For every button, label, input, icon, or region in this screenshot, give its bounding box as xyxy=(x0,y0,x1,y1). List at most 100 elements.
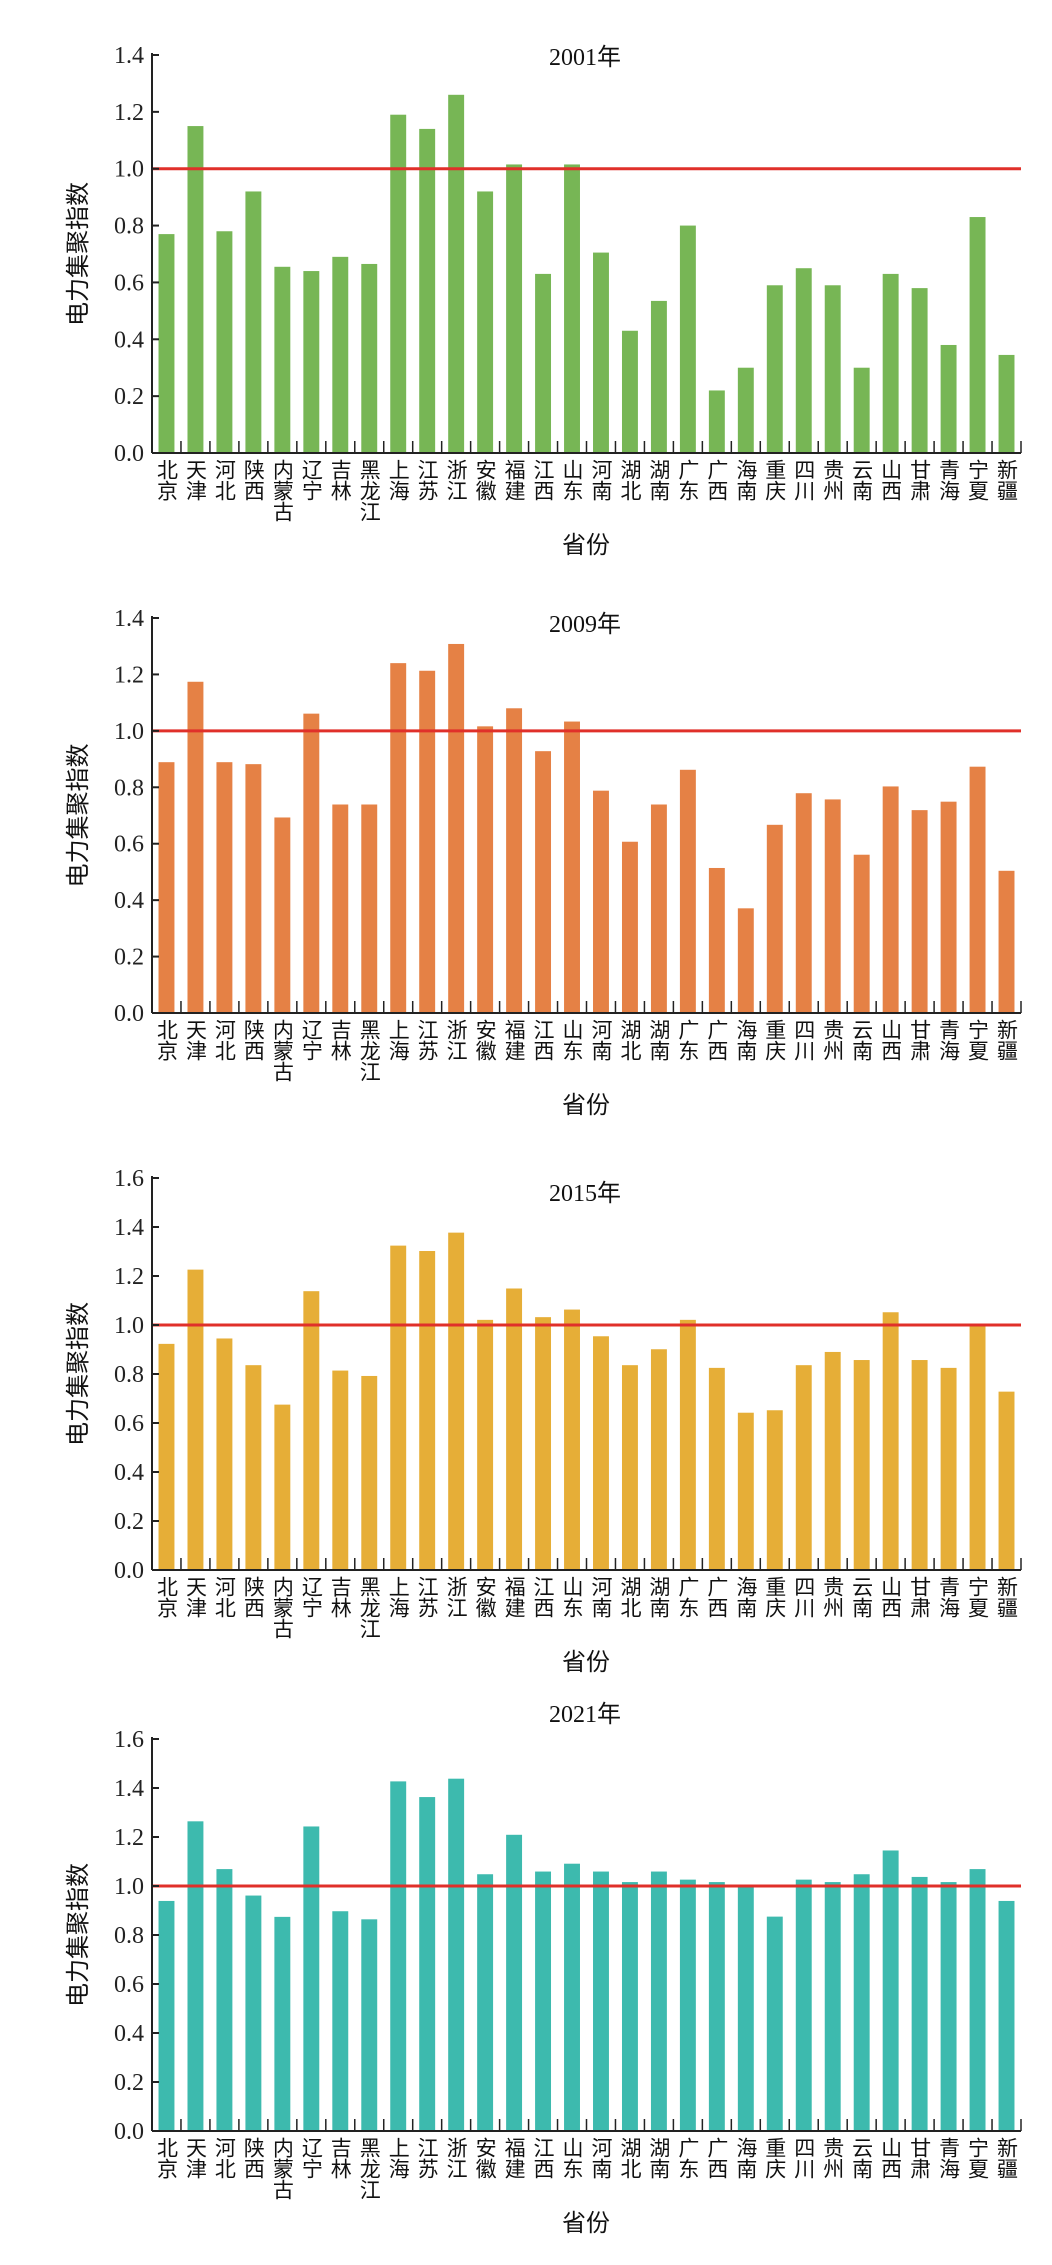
x-tick-label: 黑龙江 xyxy=(357,1576,381,1639)
bar-北京 xyxy=(158,1900,175,2131)
y-tick-label: 0.8 xyxy=(114,1923,144,1949)
x-tick-label: 广东 xyxy=(676,2137,700,2179)
x-tick-label: 吉林 xyxy=(328,459,352,501)
x-tick-label: 宁夏 xyxy=(966,2137,990,2179)
x-tick-label: 浙江 xyxy=(444,1019,468,1061)
x-tick-label: 重庆 xyxy=(763,459,787,501)
bar-河北 xyxy=(216,1338,233,1570)
x-tick-label: 江西 xyxy=(531,2137,555,2179)
bar-重庆 xyxy=(766,285,783,453)
y-tick-label: 1.6 xyxy=(114,1166,144,1192)
x-tick-label: 山西 xyxy=(879,1019,903,1061)
x-tick-label: 山西 xyxy=(879,1576,903,1618)
bar-江西 xyxy=(535,751,552,1013)
x-tick-label: 陕西 xyxy=(241,1019,265,1061)
y-tick-label: 0.6 xyxy=(114,270,144,296)
y-tick-label: 1.0 xyxy=(114,1874,144,1900)
bar-云南 xyxy=(853,854,870,1013)
y-tick-label: 0.0 xyxy=(114,1558,144,1584)
x-tick-label: 陕西 xyxy=(241,1576,265,1618)
x-tick-label: 新疆 xyxy=(995,1019,1019,1061)
x-tick-label: 四川 xyxy=(792,459,816,501)
x-tick-label: 新疆 xyxy=(995,1576,1019,1618)
bar-四川 xyxy=(795,793,812,1013)
x-tick-label: 山西 xyxy=(879,2137,903,2179)
bar-贵州 xyxy=(824,1351,841,1570)
x-tick-label: 湖北 xyxy=(618,2137,642,2179)
bar-青海 xyxy=(940,344,957,453)
x-tick-label: 福建 xyxy=(502,1019,526,1061)
bar-北京 xyxy=(158,1343,175,1570)
x-tick-label: 重庆 xyxy=(763,1019,787,1061)
bar-江苏 xyxy=(419,1251,436,1570)
bar-广西 xyxy=(708,390,725,453)
bar-吉林 xyxy=(332,256,349,453)
bar-黑龙江 xyxy=(361,1375,378,1570)
y-tick-label: 1.2 xyxy=(114,1825,144,1851)
x-tick-label: 河北 xyxy=(212,1019,236,1061)
x-tick-label: 江西 xyxy=(531,459,555,501)
bar-新疆 xyxy=(998,870,1015,1013)
bar-甘肃 xyxy=(911,810,928,1013)
x-tick-label: 上海 xyxy=(386,1019,410,1061)
x-tick-label: 江苏 xyxy=(415,1576,439,1618)
bar-河北 xyxy=(216,762,233,1013)
y-axis-label: 电力集聚指数 xyxy=(65,744,92,888)
bar-新疆 xyxy=(998,1900,1015,2131)
bar-山东 xyxy=(564,721,580,1013)
x-tick-label: 安徽 xyxy=(473,1019,497,1061)
x-tick-label: 海南 xyxy=(734,1576,758,1618)
bar-福建 xyxy=(506,1288,523,1570)
y-tick-label: 0.0 xyxy=(114,2119,144,2145)
bar-江苏 xyxy=(419,1797,436,2131)
y-tick-label: 1.0 xyxy=(114,1313,144,1339)
bar-福建 xyxy=(506,1834,523,2131)
bar-黑龙江 xyxy=(361,804,378,1013)
y-tick-label: 1.0 xyxy=(114,719,144,745)
chart-title: 2021年 xyxy=(549,1701,621,1728)
bar-陕西 xyxy=(245,1895,262,2131)
bar-河北 xyxy=(216,1869,233,2131)
chart-panel-1: 0.0 0.2 0.4 0.6 0.8 1.0 1.2 1.4 北京 天津 河北 陕西 内蒙古 辽宁 吉林黑… xyxy=(65,606,1022,1119)
x-tick-label: 云南 xyxy=(850,2137,874,2179)
bar-福建 xyxy=(506,708,523,1013)
y-tick-label: 0.4 xyxy=(114,327,144,353)
y-tick-label: 0.4 xyxy=(114,1460,144,1486)
bar-上海 xyxy=(390,1245,407,1570)
x-tick-label: 云南 xyxy=(850,1576,874,1618)
x-tick-label: 广东 xyxy=(676,459,700,501)
x-tick-label: 福建 xyxy=(502,459,526,501)
y-axis-label: 电力集聚指数 xyxy=(65,1302,92,1446)
y-tick-label: 0.4 xyxy=(114,2021,144,2047)
x-tick-label: 江苏 xyxy=(415,459,439,501)
chart-panel-2: 0.0 0.2 0.4 0.6 0.8 1.0 1.2 1.4 1.6 北京 天津 河北 陕西 内蒙古 辽宁… xyxy=(65,1166,1022,1676)
x-axis-label: 省份 xyxy=(562,1649,610,1676)
x-axis-label: 省份 xyxy=(562,532,610,559)
bar-黑龙江 xyxy=(361,1919,378,2131)
x-tick-label: 山西 xyxy=(879,459,903,501)
x-tick-label: 河北 xyxy=(212,1576,236,1618)
bar-湖北 xyxy=(621,1365,638,1570)
bar-新疆 xyxy=(998,354,1015,453)
x-tick-label: 湖北 xyxy=(618,459,642,501)
x-tick-label: 内蒙古 xyxy=(270,459,294,522)
x-tick-label: 黑龙江 xyxy=(357,2137,381,2200)
x-tick-label: 浙江 xyxy=(444,2137,468,2179)
y-tick-label: 0.0 xyxy=(114,1001,144,1027)
x-tick-label: 山东 xyxy=(560,1019,584,1061)
bar-宁夏 xyxy=(969,1869,986,2131)
bar-广东 xyxy=(679,1319,696,1570)
bar-甘肃 xyxy=(911,1360,928,1570)
chart-title: 2015年 xyxy=(549,1180,621,1207)
bar-陕西 xyxy=(245,1365,262,1570)
bar-云南 xyxy=(853,1360,870,1570)
x-tick-label: 河南 xyxy=(589,1019,613,1061)
x-tick-label: 甘肃 xyxy=(908,1576,932,1618)
bar-山东 xyxy=(564,1309,580,1570)
chart-panel-0: 0.0 0.2 0.4 0.6 0.8 1.0 1.2 1.4 北京 天津 河北 陕西 内蒙古 辽宁 吉林黑… xyxy=(65,43,1022,559)
x-tick-label: 四川 xyxy=(792,2137,816,2179)
bar-贵州 xyxy=(824,799,841,1013)
bar-内蒙古 xyxy=(274,1404,291,1570)
x-tick-label: 北京 xyxy=(154,1019,178,1061)
